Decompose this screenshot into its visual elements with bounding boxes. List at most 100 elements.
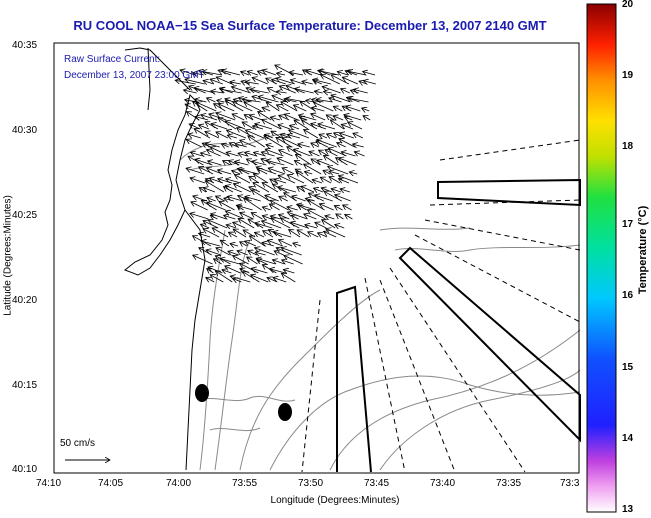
- current-vector: [311, 159, 321, 166]
- current-vector: [233, 102, 253, 112]
- current-vector: [345, 214, 353, 219]
- current-vector: [325, 150, 338, 157]
- scale-label: 50 cm/s: [60, 438, 96, 449]
- current-vector: [322, 87, 341, 94]
- current-vector: [302, 81, 313, 84]
- current-vector: [309, 151, 320, 157]
- current-vector: [235, 162, 249, 166]
- current-vector: [318, 233, 328, 237]
- current-vector: [274, 179, 287, 183]
- current-vector: [227, 130, 247, 139]
- current-vector: [348, 98, 369, 103]
- current-vector: [289, 230, 301, 238]
- coverage-lines: [301, 139, 581, 473]
- current-vector: [315, 195, 333, 202]
- current-vector: [315, 222, 327, 229]
- current-vector: [335, 225, 345, 229]
- current-vector: [256, 258, 276, 265]
- current-vector: [241, 72, 250, 75]
- current-vector: [304, 164, 322, 175]
- current-vector: [237, 251, 248, 256]
- current-vector: [349, 172, 358, 174]
- current-vector: [304, 172, 313, 174]
- current-vector: [265, 195, 279, 202]
- current-vector: [250, 89, 269, 94]
- current-vector: [245, 82, 259, 84]
- current-vector: [220, 240, 230, 247]
- current-vector: [298, 144, 310, 147]
- current-vector: [203, 188, 216, 193]
- current-vector: [341, 89, 350, 93]
- current-vector: [313, 80, 331, 85]
- current-vector: [233, 99, 243, 102]
- current-vector: [215, 256, 231, 265]
- buoy-marker: [195, 384, 209, 402]
- current-vector: [320, 177, 332, 184]
- colorbar-tick: 16: [622, 290, 634, 301]
- current-vector: [237, 169, 259, 175]
- current-vector: [206, 150, 221, 157]
- map-title: RU COOL NOAA−15 Sea Surface Temperature:…: [73, 18, 547, 33]
- current-vector: [199, 233, 211, 237]
- current-vector: [249, 176, 260, 184]
- current-vector: [337, 72, 349, 75]
- current-vector: [334, 206, 343, 210]
- current-vector: [222, 270, 232, 273]
- colorbar-tick: 17: [622, 219, 634, 230]
- current-vector: [228, 232, 238, 238]
- current-vector: [327, 134, 337, 138]
- current-vector: [216, 196, 225, 202]
- current-vector: [293, 105, 307, 112]
- current-vector: [216, 132, 229, 139]
- current-vector: [295, 89, 314, 94]
- current-vector: [258, 71, 268, 75]
- current-vector: [253, 183, 270, 193]
- current-vector: [209, 178, 224, 184]
- current-vector: [222, 70, 241, 76]
- x-tick: 74:05: [98, 478, 124, 489]
- y-tick: 40:15: [12, 380, 38, 391]
- current-vector: [296, 172, 314, 184]
- current-vector: [284, 255, 303, 265]
- current-vector: [235, 144, 247, 147]
- current-vector: [277, 158, 294, 166]
- current-vector: [211, 124, 228, 130]
- current-vector: [219, 201, 235, 211]
- current-vector: [308, 232, 319, 238]
- colorbar-tick: 14: [622, 433, 634, 444]
- current-vector: [216, 77, 232, 85]
- current-vector: [197, 102, 217, 112]
- current-vector: [258, 112, 272, 121]
- current-vector: [304, 130, 319, 139]
- current-vector: [184, 90, 197, 93]
- y-tick: 40:25: [12, 210, 38, 221]
- current-vector: [245, 241, 257, 247]
- current-vector: [335, 195, 351, 202]
- current-vector: [340, 189, 351, 192]
- current-vectors: [175, 65, 376, 282]
- x-tick: 73:45: [364, 478, 390, 489]
- current-vector: [270, 200, 289, 211]
- current-vector: [208, 220, 228, 229]
- current-vector: [205, 143, 220, 147]
- current-vector: [262, 70, 277, 76]
- current-vector: [290, 125, 300, 129]
- current-vector: [203, 221, 219, 229]
- coastline: [124, 47, 206, 471]
- current-vector: [283, 270, 295, 273]
- current-vector: [321, 188, 333, 192]
- current-vector: [185, 104, 199, 112]
- current-vector: [224, 215, 236, 219]
- current-vector: [244, 102, 262, 112]
- current-vector: [185, 79, 205, 85]
- current-vector: [230, 276, 251, 283]
- current-vector: [334, 133, 346, 139]
- y-tick: 40:35: [12, 40, 38, 51]
- current-vector: [242, 122, 255, 130]
- current-vector: [348, 122, 363, 130]
- current-vector: [238, 153, 248, 156]
- current-vector: [331, 75, 349, 85]
- current-vector: [353, 144, 364, 147]
- current-vector: [236, 205, 253, 211]
- current-vector: [325, 216, 335, 219]
